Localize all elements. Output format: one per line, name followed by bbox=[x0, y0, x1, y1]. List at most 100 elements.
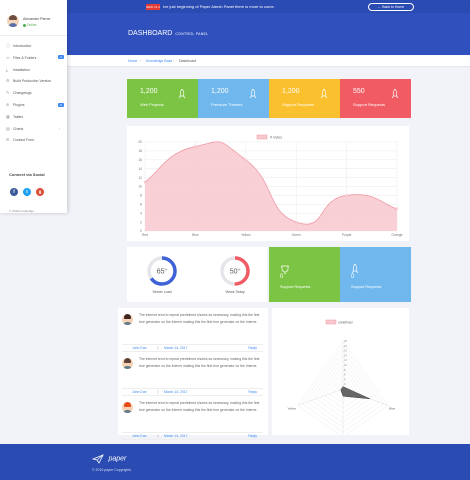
stat-tile[interactable]: 1,200 Premium Themes bbox=[198, 79, 269, 118]
breadcrumb-knowledge-base[interactable]: Knowledge Base bbox=[146, 59, 173, 63]
comment-author[interactable]: John Doe bbox=[132, 346, 147, 350]
version-badge: NEW V1.2 bbox=[146, 4, 161, 10]
calendar-icon: ▯ bbox=[157, 434, 159, 438]
gauge-server-load: 65% bbox=[147, 256, 177, 286]
y-tick-label: 12 bbox=[138, 176, 142, 180]
sidebar-item-files-folders[interactable]: ▭ Files & Folders bbox=[6, 52, 64, 63]
footer-brand: paper bbox=[108, 455, 127, 463]
y-tick-label: 20 bbox=[138, 140, 142, 144]
data-point bbox=[244, 158, 248, 162]
sidebar-badge: 4 bbox=[58, 55, 64, 60]
sidebar-item-label: Changelogs bbox=[13, 91, 32, 96]
data-point bbox=[345, 194, 348, 197]
sidebar: Alexander Pierce Online ⓘ Introduction ▭ Fi… bbox=[0, 0, 67, 213]
sidebar-item-build-production-version[interactable]: ⚙ Build Production Version bbox=[6, 75, 64, 86]
y-tick-label: 8 bbox=[140, 194, 142, 198]
avatar[interactable] bbox=[122, 358, 133, 369]
avatar[interactable] bbox=[122, 314, 133, 325]
comment-meta: John Doe ▯ March 14, 2017 Reply bbox=[122, 388, 263, 396]
radar-grid bbox=[297, 340, 389, 435]
comment-item: The internet tend to repeat predefined c… bbox=[122, 356, 265, 398]
user-name: Alexander Pierce bbox=[23, 17, 51, 21]
sidebar-item-tables[interactable]: ▦ Tables bbox=[6, 111, 64, 122]
facebook-icon[interactable]: f bbox=[10, 188, 18, 196]
radar-chart-card bbox=[272, 308, 409, 435]
votes-area-chart: # Votes 0 2 4 6 8 10 12 14 16 18 20 Red Blue Yellow Gre… bbox=[138, 134, 403, 237]
sidebar-item-changelogs[interactable]: ✎ Changelogs bbox=[6, 87, 64, 98]
support-tile-label: Support Requests bbox=[280, 285, 311, 289]
legend-swatch bbox=[256, 134, 268, 140]
y-tick-label: 4 bbox=[140, 211, 142, 215]
reply-link[interactable]: Reply bbox=[248, 434, 257, 438]
lifebuoy-icon bbox=[320, 88, 328, 101]
support-tile[interactable]: 0 Support Requests bbox=[269, 247, 340, 302]
back-to-home-button[interactable]: ← Back to Home bbox=[368, 3, 414, 11]
gauge-label: Views Today bbox=[225, 290, 245, 294]
twitter-icon[interactable]: t bbox=[23, 188, 31, 196]
data-point bbox=[143, 180, 147, 184]
comment-author[interactable]: John Doe bbox=[132, 390, 147, 394]
sidebar-item-contact-form[interactable]: ✉ Contact Form bbox=[6, 134, 64, 145]
comment-date: March 14, 2017 bbox=[164, 434, 188, 438]
sidebar-item-introduction[interactable]: ⓘ Introduction bbox=[6, 40, 64, 51]
avatar[interactable] bbox=[122, 402, 133, 413]
sidebar-item-charts[interactable]: ▤ Charts bbox=[6, 123, 64, 134]
y-tick-label: 16 bbox=[138, 158, 142, 162]
breadcrumb-home[interactable]: Home bbox=[128, 59, 138, 63]
x-tick-label: Purple bbox=[342, 233, 352, 237]
table-icon: ▦ bbox=[6, 113, 10, 119]
radar-tick-label: 10 bbox=[344, 363, 347, 367]
page-title: DASHBOARD CONTROL PANEL bbox=[128, 30, 208, 37]
gauge-value: 65% bbox=[157, 268, 168, 276]
online-dot-icon bbox=[23, 23, 26, 27]
y-tick-label: 0 bbox=[140, 229, 142, 233]
tile-label: Support Requests bbox=[353, 102, 386, 107]
connect-title: Connect via Social bbox=[9, 172, 45, 177]
y-tick-label: 6 bbox=[140, 203, 142, 207]
stat-tile[interactable]: 550 Support Requests bbox=[340, 79, 411, 118]
sidebar-item-label: Introduction bbox=[13, 44, 32, 48]
legend-label: undefined bbox=[338, 321, 353, 325]
radar-axis-label: Blue bbox=[389, 406, 395, 410]
tile-value: 1,200 bbox=[282, 88, 300, 95]
install-icon: ⤓ bbox=[6, 66, 8, 72]
sidebar-item-label: Installation bbox=[13, 67, 30, 72]
user-status: Online bbox=[23, 23, 36, 27]
back-to-home-label: Back to Home bbox=[382, 5, 405, 9]
breadcrumb bbox=[67, 55, 470, 67]
radar-tick-label: 4 bbox=[344, 377, 346, 381]
chart-legend: undefined bbox=[325, 319, 353, 325]
comment-date: March 14, 2017 bbox=[164, 346, 188, 350]
chart-icon: ▤ bbox=[6, 125, 10, 131]
google-plus-icon[interactable]: g bbox=[36, 188, 44, 196]
rocket-icon bbox=[178, 88, 186, 101]
gauge-value: 50% bbox=[230, 268, 241, 276]
stat-tile[interactable]: 1,200 Web Projects bbox=[127, 79, 198, 118]
gauge-fill bbox=[220, 256, 250, 286]
radar-tick-label: 18 bbox=[344, 344, 347, 348]
page-subtitle: CONTROL PANEL bbox=[175, 32, 209, 36]
footer-logo[interactable]: paper bbox=[91, 450, 127, 468]
reply-link[interactable]: Reply bbox=[248, 346, 257, 350]
changelog-icon: ✎ bbox=[6, 90, 10, 96]
radar-tick-label: 16 bbox=[344, 349, 347, 353]
sidebar-copyright: © 2019 knowledge bbox=[9, 209, 34, 213]
stat-tile[interactable]: 1,200 Support Requests bbox=[269, 79, 340, 118]
x-tick-label: Green bbox=[292, 233, 301, 237]
support-tile[interactable]: 0 Support Requests bbox=[340, 247, 411, 302]
radar-tick-label: 20 bbox=[344, 339, 347, 343]
layers-icon bbox=[249, 88, 257, 101]
data-point bbox=[395, 207, 399, 210]
sidebar-item-plugins[interactable]: ⊕ Plugins bbox=[6, 99, 64, 110]
reply-link[interactable]: Reply bbox=[248, 390, 257, 394]
legend-label: # Votes bbox=[270, 136, 282, 140]
support-tile-value: 0 bbox=[351, 274, 355, 280]
legend-swatch bbox=[325, 319, 337, 325]
comment-author[interactable]: John Doe bbox=[132, 434, 147, 438]
rocket-icon bbox=[391, 88, 399, 101]
avatar[interactable] bbox=[7, 15, 19, 27]
comment-meta: John Doe ▯ March 14, 2017 Reply bbox=[122, 344, 263, 352]
radar-tick-label: 12 bbox=[344, 358, 347, 362]
chevron-right-icon: › bbox=[59, 125, 61, 131]
sidebar-item-installation[interactable]: ⤓ Installation bbox=[6, 64, 64, 75]
